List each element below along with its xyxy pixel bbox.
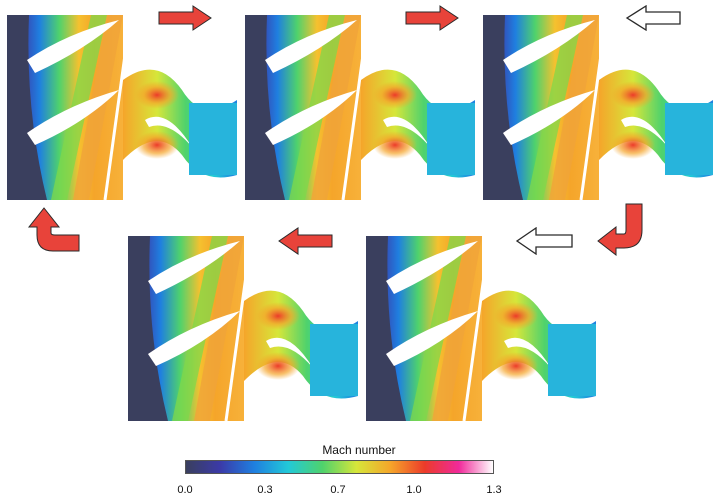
snapshot-panel-5 xyxy=(366,236,596,421)
snapshot-panel-1 xyxy=(7,15,237,200)
arrow-curved-up-icon xyxy=(27,207,80,252)
snapshot-panel-3 xyxy=(483,15,713,200)
arrow-left-icon xyxy=(278,227,333,255)
arrow-curved-down-left-icon xyxy=(597,203,643,256)
arrow-left-outline-icon-1 xyxy=(625,5,681,31)
colorbar-tick: 0.3 xyxy=(257,484,273,496)
colorbar xyxy=(185,460,494,474)
colorbar-tick: 0.0 xyxy=(177,484,193,496)
arrow-right-icon-2 xyxy=(405,5,459,31)
snapshot-panel-4 xyxy=(128,236,358,421)
snapshot-panel-2 xyxy=(245,15,475,200)
colorbar-title: Mach number xyxy=(322,443,396,457)
colorbar-tick: 1.3 xyxy=(486,484,502,496)
colorbar-tick: 1.0 xyxy=(406,484,422,496)
arrow-right-icon-1 xyxy=(158,5,212,31)
arrow-left-outline-icon-2 xyxy=(515,227,573,255)
colorbar-tick: 0.7 xyxy=(330,484,346,496)
